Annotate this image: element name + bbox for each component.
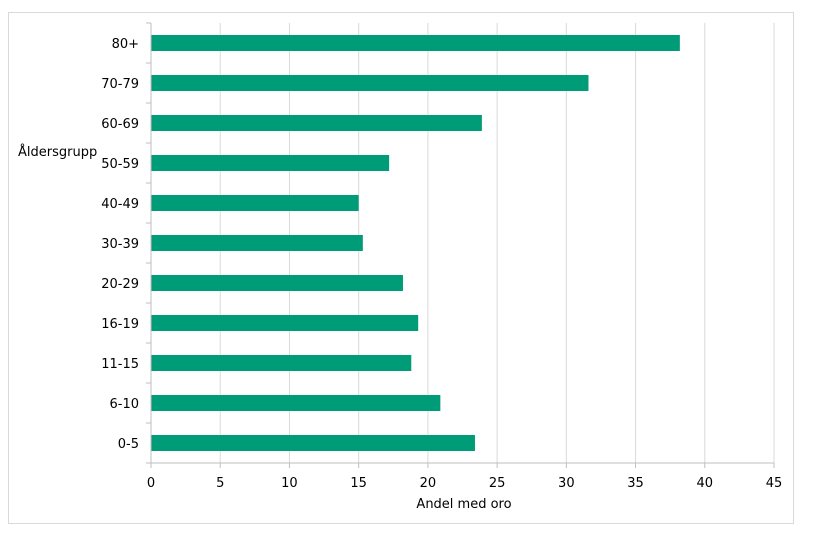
category-label: 11-15 xyxy=(101,357,139,372)
bar xyxy=(151,115,482,131)
x-tick-label: 5 xyxy=(216,476,224,491)
category-label: 70-79 xyxy=(101,77,139,92)
x-tick-label: 20 xyxy=(420,476,437,491)
gridlines xyxy=(219,23,775,463)
category-label: 80+ xyxy=(112,37,139,52)
category-label: 6-10 xyxy=(109,397,139,412)
category-label: 50-59 xyxy=(101,157,139,172)
bar xyxy=(151,195,359,211)
x-tick-label: 10 xyxy=(281,476,298,491)
bar xyxy=(151,275,403,291)
bar xyxy=(151,75,589,91)
x-tick-label: 40 xyxy=(697,476,714,491)
x-tick-label: 35 xyxy=(627,476,644,491)
category-label: 30-39 xyxy=(101,237,139,252)
x-tick-label: 15 xyxy=(350,476,367,491)
category-label: 60-69 xyxy=(101,117,139,132)
bar xyxy=(151,435,475,451)
bar xyxy=(151,395,441,411)
bar xyxy=(151,355,412,371)
x-tick-label: 25 xyxy=(489,476,506,491)
y-axis-title: Åldersgrupp xyxy=(18,144,97,160)
x-tick-labels: 0 5 10 15 20 25 30 35 40 45 xyxy=(147,476,782,491)
x-tick-label: 45 xyxy=(766,476,783,491)
bar xyxy=(151,35,680,51)
x-axis-title: Andel med oro xyxy=(416,497,511,512)
category-label: 16-19 xyxy=(101,317,139,332)
x-tick-label: 30 xyxy=(558,476,575,491)
category-label: 40-49 xyxy=(101,197,139,212)
category-label: 20-29 xyxy=(101,277,139,292)
axes xyxy=(146,22,775,468)
category-label: 0-5 xyxy=(118,437,139,452)
bar xyxy=(151,235,363,251)
bar xyxy=(151,155,390,171)
category-labels: 80+ 70-79 60-69 50-59 40-49 30-39 20-29 16-19 11… xyxy=(101,37,139,452)
bars xyxy=(151,35,680,451)
bar xyxy=(151,315,419,331)
x-tick-label: 0 xyxy=(147,476,155,491)
